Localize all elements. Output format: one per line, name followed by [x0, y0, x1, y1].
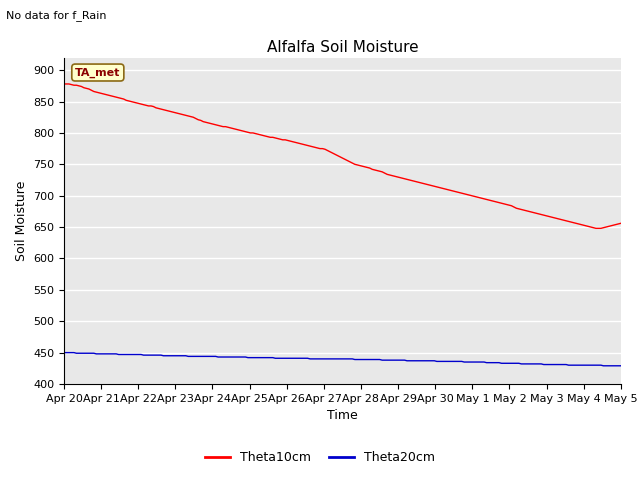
Y-axis label: Soil Moisture: Soil Moisture	[15, 180, 28, 261]
Text: TA_met: TA_met	[75, 67, 120, 78]
Text: No data for f_Rain: No data for f_Rain	[6, 10, 107, 21]
X-axis label: Time: Time	[327, 409, 358, 422]
Title: Alfalfa Soil Moisture: Alfalfa Soil Moisture	[267, 40, 418, 55]
Legend: Theta10cm, Theta20cm: Theta10cm, Theta20cm	[200, 446, 440, 469]
